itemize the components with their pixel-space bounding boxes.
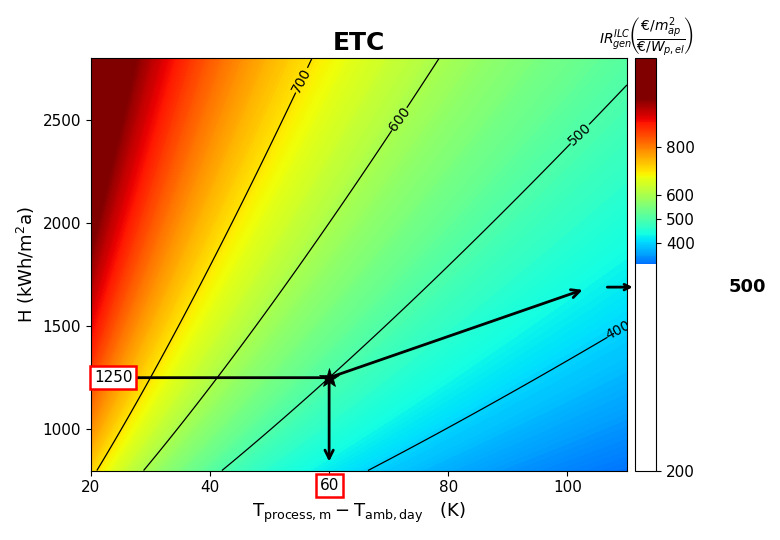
Text: 500: 500 [566,120,594,148]
Text: 400: 400 [604,319,633,343]
Title: ETC: ETC [333,31,385,55]
Title: $IR^{ILC}_{gen}\!\left(\!\dfrac{€/m^2_{ap}}{€/W_{p,el}}\!\right)$: $IR^{ILC}_{gen}\!\left(\!\dfrac{€/m^2_{a… [598,15,693,58]
Y-axis label: H (kWh/m$^2$a): H (kWh/m$^2$a) [15,206,37,322]
Text: 700: 700 [289,65,314,95]
Text: 60: 60 [320,478,339,492]
Text: 1250: 1250 [94,370,133,385]
X-axis label: $\mathregular{T_{process,m} - T_{amb,day}}$   (K): $\mathregular{T_{process,m} - T_{amb,day… [252,501,466,525]
Text: 500: 500 [729,278,766,296]
Text: 600: 600 [386,104,413,134]
